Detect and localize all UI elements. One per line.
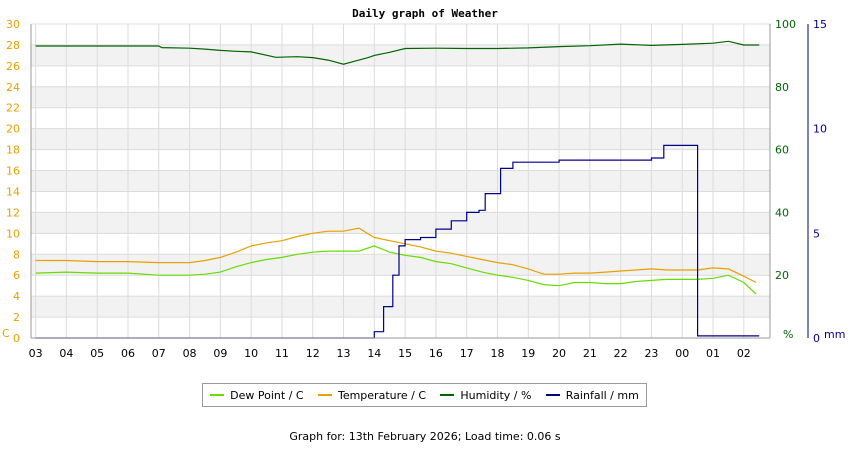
x-tick-label: 06 [121,347,135,360]
legend-swatch-rainfall [545,394,560,396]
series-rainfall [35,144,760,339]
x-tick-label: 12 [306,347,320,360]
legend-swatch-dew-point [210,394,225,396]
legend-label-rainfall: Rainfall / mm [565,388,639,402]
rainfall-tick-label: 5 [813,227,820,240]
x-tick-label: 01 [706,347,720,360]
grid-band [31,212,770,234]
humidity-axis-label: % [783,328,793,341]
x-tick-label: 00 [675,347,689,360]
rainfall-tick-label: 15 [813,18,827,31]
left-tick-label: 6 [13,269,20,282]
left-tick-label: 16 [6,165,20,178]
x-tick-label: 07 [152,347,166,360]
legend-item-dew-point: Dew Point / C [210,388,304,402]
x-tick-label: 18 [490,347,504,360]
legend-swatch-temperature [317,394,332,396]
x-tick-label: 09 [213,347,227,360]
left-tick-label: 0 [13,332,20,345]
left-tick-label: 4 [13,290,20,303]
series-humidity [35,40,760,65]
humidity-tick-label: 20 [775,269,789,282]
x-tick-label: 10 [244,347,258,360]
legend-label-temperature: Temperature / C [337,388,427,402]
legend-item-temperature: Temperature / C [317,388,427,402]
grid-band [31,170,770,192]
chart-legend: Dew Point / C Temperature / C Humidity /… [202,383,647,407]
x-tick-label: 14 [367,347,381,360]
left-tick-label: 26 [6,60,20,73]
x-tick-label: 05 [90,347,104,360]
legend-label-dew-point: Dew Point / C [230,388,304,402]
humidity-tick-label: 80 [775,81,789,94]
humidity-tick-label: 40 [775,206,789,219]
humidity-tick-label: 100 [775,18,796,31]
x-tick-label: 23 [644,347,658,360]
x-tick-label: 15 [398,347,412,360]
x-tick-label: 08 [183,347,197,360]
left-tick-label: 14 [6,185,20,198]
left-tick-label: 20 [6,123,20,136]
x-tick-label: 22 [614,347,628,360]
left-tick-label: 10 [6,227,20,240]
grid-band [31,128,770,150]
legend-swatch-humidity [440,394,455,396]
grid-band [31,44,770,66]
x-tick-label: 17 [460,347,474,360]
rainfall-tick-label: 0 [813,332,820,345]
legend-label-humidity: Humidity / % [460,388,532,402]
left-tick-label: 8 [13,248,20,261]
x-tick-label: 19 [521,347,535,360]
x-tick-label: 11 [275,347,289,360]
humidity-tick-label: 60 [775,144,789,157]
left-axis-label: C [2,327,10,340]
x-tick-label: 03 [29,347,43,360]
rainfall-tick-label: 10 [813,123,827,136]
left-tick-label: 12 [6,206,20,219]
x-tick-label: 04 [59,347,73,360]
rainfall-axis-label: mm [824,328,845,341]
grid-band [31,296,770,318]
x-tick-label: 02 [737,347,751,360]
grid-band [31,254,770,276]
x-tick-label: 21 [583,347,597,360]
left-tick-label: 22 [6,102,20,115]
x-tick-label: 13 [337,347,351,360]
left-tick-label: 28 [6,39,20,52]
x-tick-label: 16 [429,347,443,360]
left-tick-label: 30 [6,18,20,31]
left-tick-label: 18 [6,144,20,157]
x-tick-label: 20 [552,347,566,360]
legend-item-rainfall: Rainfall / mm [545,388,639,402]
grid-band [31,86,770,108]
left-tick-label: 24 [6,81,20,94]
chart-title: Daily graph of Weather [352,7,498,20]
left-tick-label: 2 [13,311,20,324]
series-dew-point [35,245,757,295]
series-temperature [35,227,757,284]
legend-item-humidity: Humidity / % [440,389,531,402]
footer-status: Graph for: 13th February 2026; Load time… [289,430,561,443]
